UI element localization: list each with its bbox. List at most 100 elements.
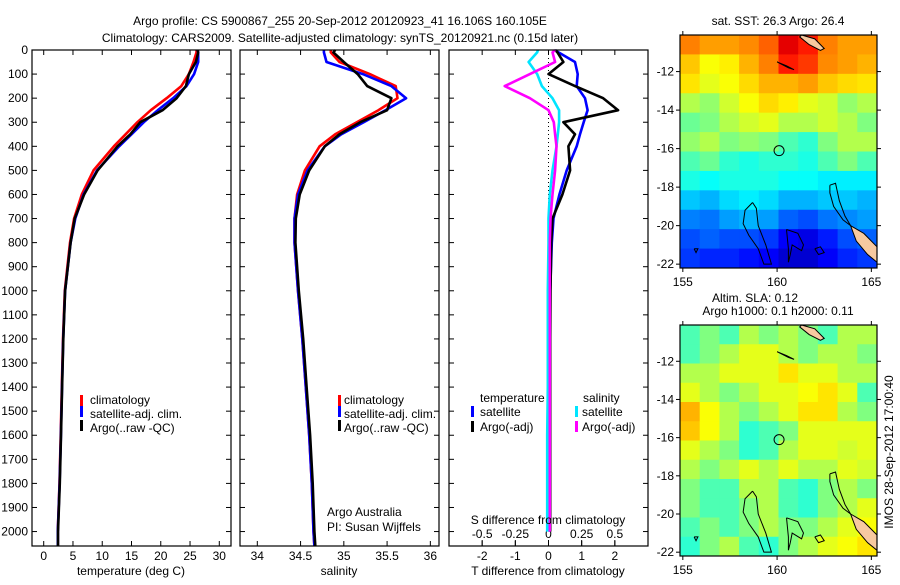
sst-map-cell: [699, 209, 720, 230]
argo-float-position-marker: [773, 434, 785, 446]
sst-map-cell: [739, 209, 760, 230]
land-shape: [798, 324, 826, 341]
sla-map-cell: [739, 440, 760, 461]
y-tick-label: 1600: [1, 428, 28, 442]
sst-map-cell: [758, 190, 779, 211]
sla-map-cell: [680, 325, 701, 345]
y-tick-label: 1300: [1, 356, 28, 370]
lat-tick-label: -18: [657, 469, 675, 483]
reef-outline: [693, 248, 699, 254]
sla-map-cell: [778, 517, 799, 538]
reef-outline: [829, 182, 852, 227]
sst-map-cell: [837, 112, 858, 133]
legend-swatch-t-argo: [471, 421, 474, 432]
x2-axis-label-s-diff: S difference from climatology: [471, 513, 626, 527]
sst-map-cell: [739, 93, 760, 114]
sst-map-cell: [857, 151, 878, 172]
sst-map-cell: [758, 35, 779, 55]
sla-map-cell: [817, 517, 839, 538]
sla-map-cell: [699, 402, 720, 422]
sla-map-cell: [699, 498, 720, 518]
y-tick-label: 200: [8, 91, 28, 105]
sla-map-cell: [699, 440, 720, 461]
y-tick-label: 1000: [1, 284, 28, 298]
sla-map-cell: [837, 344, 858, 364]
temperature-legend: climatology satellite-adj. clim. Argo(..…: [80, 393, 182, 435]
y-tick-label: 800: [8, 236, 28, 250]
sla-map-cell: [857, 325, 878, 345]
y-tick-label: 0: [21, 43, 28, 57]
sla-map-cell: [699, 363, 720, 384]
salinity-legend: climatology satellite-adj. clim. Argo(..…: [338, 393, 436, 435]
sst-map-cell: [817, 54, 839, 75]
lat-tick-label: -20: [657, 219, 675, 233]
sla-map-cell: [778, 363, 799, 384]
sst-map-cell: [778, 209, 799, 230]
satellite-profile-line: [56, 49, 200, 546]
sla-map-cell: [778, 440, 799, 461]
sst-map-cell: [837, 93, 858, 114]
sla-map-cell: [837, 459, 858, 480]
sla-map-cell: [758, 517, 779, 538]
sla-map-cell: [837, 363, 858, 384]
plot-frame: [239, 49, 440, 547]
sla-map-cell: [739, 363, 760, 384]
sla-map-cell: [798, 536, 819, 557]
sla-map-cell: [857, 402, 878, 422]
sst-map-cell: [837, 151, 858, 172]
x-tick-label: 35: [337, 549, 351, 563]
sst-map-cell: [758, 73, 779, 94]
climatology-profile-line: [56, 50, 198, 546]
sst-map-cell: [857, 35, 878, 55]
sla-map-cell: [817, 382, 839, 403]
plot-frame: [31, 49, 232, 547]
figure-title-line2: Climatology: CARS2009. Satellite-adjuste…: [102, 31, 578, 45]
sst-map-cell: [817, 93, 839, 114]
sla-map-cell: [758, 479, 779, 499]
sst-map-cell: [680, 190, 701, 211]
sst-map-cell: [778, 151, 799, 172]
legend-swatch-satellite: [80, 406, 83, 417]
reef-outline: [742, 202, 773, 265]
sst-map-cell: [680, 112, 701, 133]
sst-map-cell: [758, 93, 779, 114]
y-tick-label: 1900: [1, 500, 28, 514]
sla-map-cell: [857, 363, 878, 384]
sst-map-cell: [739, 170, 760, 191]
sst-map-cell: [798, 190, 819, 211]
reef-outline: [814, 246, 825, 256]
x2-tick-label: 0.5: [606, 527, 623, 541]
lon-tick-label: 155: [673, 563, 693, 577]
sla-map-cell: [817, 536, 839, 557]
x2-tick-label: -0.5: [472, 527, 493, 541]
sst-map-cell: [719, 93, 740, 114]
sst-map-cell: [798, 151, 819, 172]
sla-map-cell: [837, 517, 858, 538]
sst-map-cell: [837, 54, 858, 75]
lat-tick-label: -14: [657, 103, 675, 117]
sst-map-cell: [699, 35, 720, 55]
sst-map-cell: [739, 54, 760, 75]
sst-map-cell: [680, 35, 701, 55]
sla-map-cell: [837, 382, 858, 403]
sla-map-cell: [699, 517, 720, 538]
legend-swatch-climatology: [80, 395, 83, 406]
sst-map-cell: [719, 170, 740, 191]
sla-map-cell: [817, 440, 839, 461]
legend-title-salinity: salinity: [583, 391, 620, 405]
x2-tick-label: 0: [545, 527, 552, 541]
sst-map-cell: [719, 132, 740, 152]
sla-map-cell: [719, 498, 740, 518]
sst-map-cell: [719, 209, 740, 230]
sla-map-cell: [857, 344, 878, 364]
sla-map-cell: [699, 382, 720, 403]
sst-map-cell: [817, 35, 839, 55]
sla-map-cell: [719, 536, 740, 557]
sst-map-cell: [699, 170, 720, 191]
sst-map-cell: [758, 54, 779, 75]
y-tick-label: 1200: [1, 332, 28, 346]
y-tick-label: 500: [8, 163, 28, 177]
credit-agency: Argo Australia: [327, 505, 402, 519]
sst-map-cell: [680, 132, 701, 152]
